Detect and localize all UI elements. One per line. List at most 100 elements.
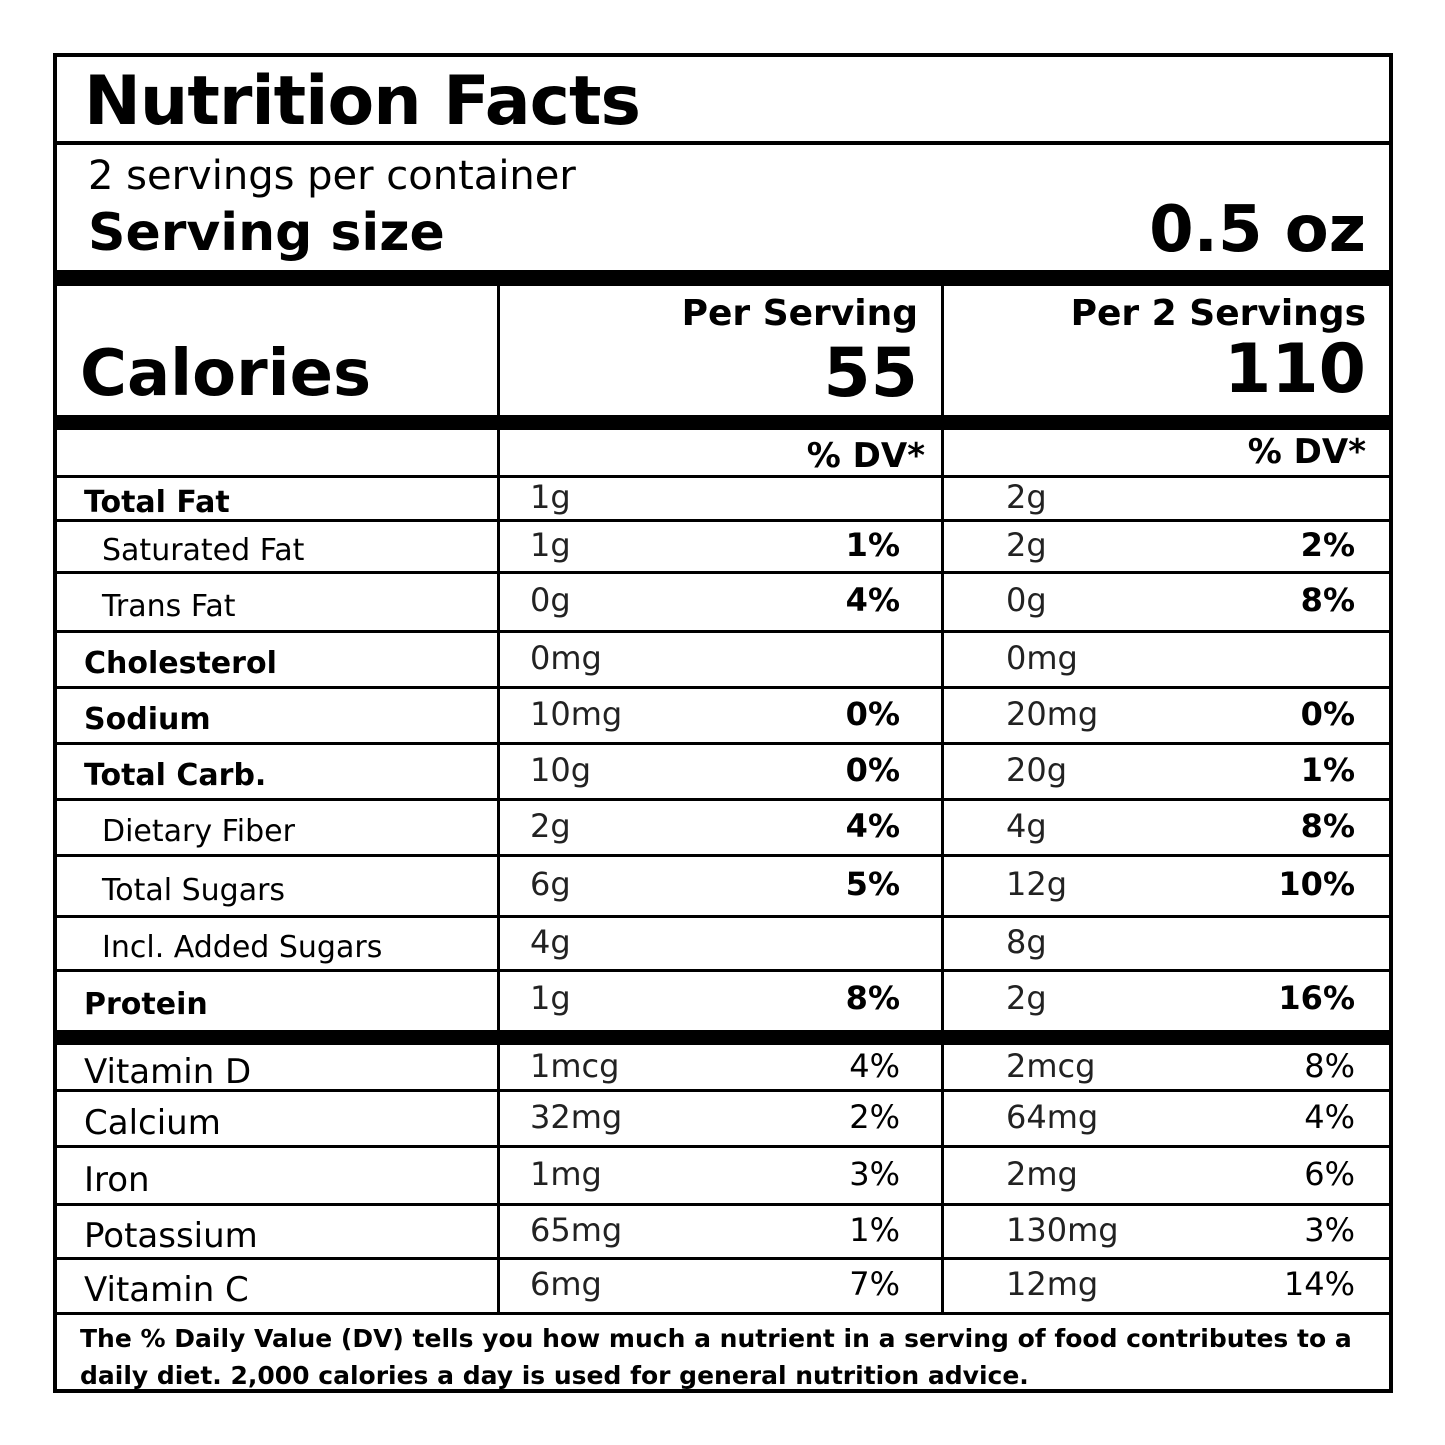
dv-header: % DV* [1247, 432, 1366, 472]
divider [55, 141, 1391, 145]
nutrient-name: Saturated Fat [102, 533, 305, 568]
amount: 8g [1006, 923, 1047, 961]
daily-value: 1% [1300, 751, 1355, 789]
daily-value: 16% [1278, 979, 1355, 1017]
daily-value: 1% [845, 526, 900, 564]
divider [55, 915, 1391, 918]
serving-size-label: Serving size [88, 203, 445, 263]
divider [55, 475, 1391, 478]
daily-value: 2% [1300, 526, 1355, 564]
divider [55, 854, 1391, 857]
nutrient-name: Sodium [84, 702, 211, 737]
amount: 1mcg [530, 1047, 620, 1085]
label-frame [53, 53, 1393, 1393]
divider [55, 742, 1391, 745]
amount: 12g [1006, 865, 1068, 903]
amount: 2g [1006, 979, 1047, 1017]
divider [55, 1203, 1391, 1206]
amount: 6mg [530, 1265, 602, 1303]
daily-value: 6% [1304, 1155, 1355, 1193]
divider [55, 1257, 1391, 1260]
amount: 64mg [1006, 1098, 1099, 1136]
amount: 1g [530, 478, 571, 516]
calories-value: 110 [1224, 330, 1366, 409]
amount: 4g [1006, 807, 1047, 845]
daily-value: 8% [1300, 807, 1355, 845]
amount: 2mcg [1006, 1047, 1096, 1085]
amount: 20g [1006, 751, 1068, 789]
divider [55, 571, 1391, 574]
amount: 1g [530, 979, 571, 1017]
daily-value: 2% [849, 1098, 900, 1136]
thick-divider [55, 1030, 1391, 1045]
amount: 0mg [1006, 639, 1078, 677]
title: Nutrition Facts [84, 62, 641, 141]
daily-value: 8% [845, 979, 900, 1017]
amount: 0g [530, 581, 571, 619]
daily-value: 0% [845, 751, 900, 789]
calories-heading: Per Serving [681, 293, 918, 334]
amount: 2g [530, 807, 571, 845]
nutrient-name: Total Carb. [84, 758, 267, 793]
daily-value: 8% [1304, 1047, 1355, 1085]
nutrient-name: Calcium [84, 1103, 221, 1143]
thick-divider [55, 415, 1391, 430]
divider [55, 1145, 1391, 1148]
amount: 2mg [1006, 1155, 1078, 1193]
daily-value: 0% [845, 695, 900, 733]
nutrient-name: Cholesterol [84, 646, 277, 681]
thick-divider [55, 270, 1391, 286]
amount: 12mg [1006, 1265, 1099, 1303]
daily-value: 14% [1283, 1265, 1355, 1303]
amount: 6g [530, 865, 571, 903]
nutrient-name: Vitamin D [84, 1052, 252, 1092]
daily-value: 4% [845, 807, 900, 845]
divider [55, 1312, 1391, 1315]
amount: 2g [1006, 478, 1047, 516]
daily-value: 7% [849, 1265, 900, 1303]
daily-value: 1% [849, 1211, 900, 1249]
daily-value: 4% [845, 581, 900, 619]
amount: 2g [1006, 526, 1047, 564]
divider [55, 630, 1391, 633]
amount: 1g [530, 526, 571, 564]
daily-value: 3% [1304, 1211, 1355, 1249]
nutrient-name: Total Fat [84, 485, 230, 520]
nutrient-name: Potassium [84, 1216, 258, 1256]
nutrient-name: Vitamin C [84, 1270, 249, 1310]
daily-value: 0% [1300, 695, 1355, 733]
daily-value: 3% [849, 1155, 900, 1193]
nutrient-name: Iron [84, 1160, 150, 1200]
amount: 32mg [530, 1098, 623, 1136]
nutrient-name: Incl. Added Sugars [102, 930, 383, 965]
amount: 4g [530, 923, 571, 961]
servings-per-container: 2 servings per container [88, 153, 576, 199]
divider [55, 686, 1391, 689]
daily-value: 8% [1300, 581, 1355, 619]
calories-heading: Per 2 Servings [1070, 293, 1366, 334]
daily-value: 10% [1278, 865, 1355, 903]
nutrient-name: Protein [84, 987, 208, 1022]
amount: 10g [530, 751, 592, 789]
amount: 1mg [530, 1155, 602, 1193]
daily-value: 4% [849, 1047, 900, 1085]
divider [55, 798, 1391, 801]
amount: 130mg [1006, 1211, 1119, 1249]
amount: 10mg [530, 695, 623, 733]
divider [55, 519, 1391, 522]
footnote: The % Daily Value (DV) tells you how muc… [80, 1324, 1352, 1390]
nutrient-name: Total Sugars [102, 873, 286, 908]
serving-size-value: 0.5 oz [1149, 193, 1366, 267]
amount: 0mg [530, 639, 602, 677]
amount: 65mg [530, 1211, 623, 1249]
daily-value: 5% [845, 865, 900, 903]
nutrient-name: Dietary Fiber [102, 814, 295, 849]
divider [55, 969, 1391, 972]
calories-value: 55 [823, 334, 918, 413]
nutrient-name: Trans Fat [102, 589, 236, 624]
daily-value: 4% [1304, 1098, 1355, 1136]
amount: 20mg [1006, 695, 1099, 733]
amount: 0g [1006, 581, 1047, 619]
dv-header: % DV* [806, 436, 925, 476]
